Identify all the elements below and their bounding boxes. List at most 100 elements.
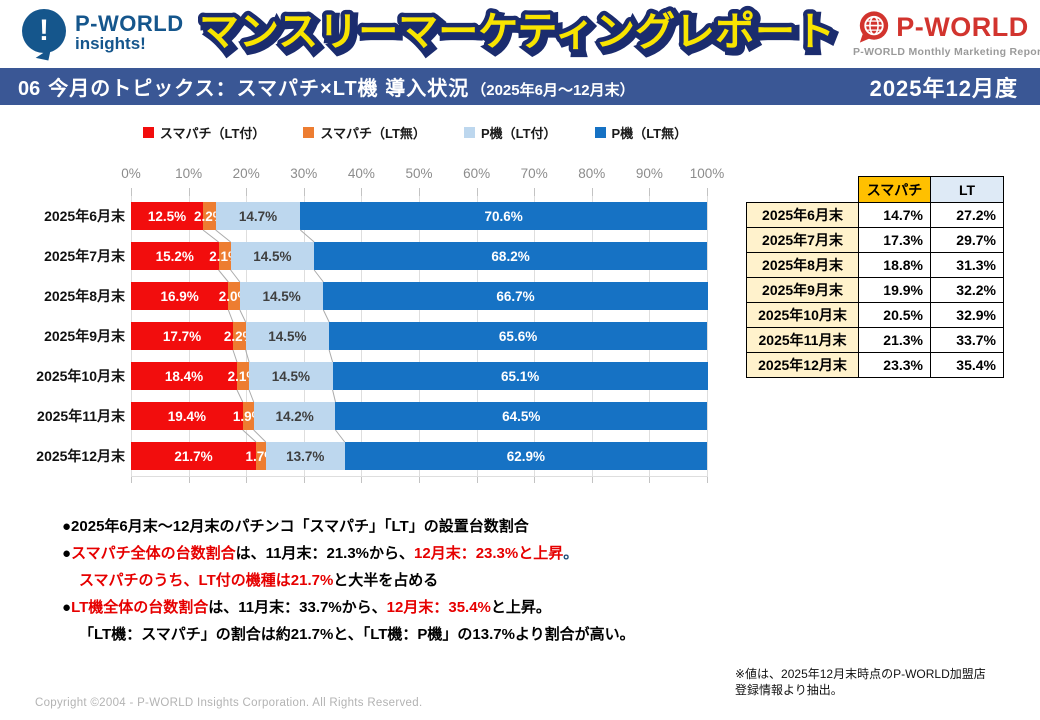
axis-tick-mark (361, 476, 363, 483)
table-sumapachi-cell: 20.5% (858, 302, 931, 328)
legend-label: スマパチ（LT付） (159, 125, 266, 141)
category-label: 2025年7月末 (44, 248, 125, 264)
note-segment: スマパチのうち、LT付の機種は21.7% (79, 572, 334, 589)
note-line: 「LT機：スマパチ」の割合は約21.7%と、「LT機：P機」の13.7%より割合… (62, 621, 635, 648)
bar-value-label: 16.9% (160, 288, 199, 304)
table-lt-cell: 31.3% (930, 252, 1004, 278)
exclamation-icon: ! (22, 9, 66, 53)
bar-segment (131, 282, 229, 310)
bar-segment (218, 242, 231, 270)
bar-segment (232, 322, 246, 350)
bar-segment (344, 442, 707, 470)
legend-swatch-icon (594, 126, 606, 138)
note-line: ●2025年6月末～12月末のパチンコ「スマパチ」「LT」の設置台数割合 (62, 513, 635, 540)
x-axis-tick-label: 60% (463, 166, 491, 181)
note-segment: スマパチ全体の台数割合 (71, 545, 236, 562)
table-date-cell: 2025年8月末 (746, 252, 859, 278)
axis-tick-mark (246, 188, 248, 196)
pworld-insights-logo: ! P-WORLD insights! (22, 9, 184, 61)
note-segment: 12月末：35.4% (386, 599, 491, 616)
bar-value-label: 15.2% (155, 248, 194, 264)
axis-tick-mark (649, 188, 651, 196)
table-row: 2025年6月末 14.7% 27.2% (746, 202, 1004, 228)
bar-value-label: 14.5% (253, 248, 292, 264)
axis-tick-mark (534, 188, 536, 196)
bar-value-label: 12.5% (147, 208, 187, 224)
x-axis-tick-label: 10% (175, 166, 203, 181)
axis-tick-mark (303, 476, 305, 483)
category-label: 2025年8月末 (44, 288, 125, 304)
axis-tick-mark (188, 188, 190, 196)
bar-segment (131, 442, 256, 470)
legend-swatch-icon (303, 126, 315, 138)
pworld-logo-subtitle: P-WORLD Monthly Marketing Report (853, 46, 1040, 58)
bar-segment (131, 362, 237, 390)
bar-value-label: 14.5% (271, 368, 310, 384)
bar-segment (228, 282, 240, 310)
exclamation-speech-bubble-icon: ! (22, 9, 68, 61)
table-date-cell: 2025年9月末 (746, 277, 859, 303)
bar-value-label: 70.6% (484, 208, 523, 224)
copyright-text: Copyright ©2004 - P-WORLD Insights Corpo… (35, 697, 423, 709)
category-label: 2025年9月末 (44, 328, 125, 344)
bar-segment (253, 402, 336, 430)
main-title-text: マンスリーマーケティングレポート (199, 10, 835, 54)
note-segment: と上昇。 (490, 599, 551, 616)
legend-item-3: P機（LT無） (594, 123, 687, 142)
note-segment: ● (62, 599, 72, 616)
insights-logo-line1: P-WORLD (75, 10, 184, 36)
category-label: 2025年6月末 (44, 208, 125, 224)
table-sumapachi-cell: 14.7% (858, 202, 931, 228)
footnote-line1: ※値は、2025年12月末時点のP-WORLD加盟店 (735, 667, 986, 681)
bar-value-label: 65.1% (500, 368, 540, 384)
bar-segment (131, 402, 243, 430)
gridline (707, 196, 708, 476)
bar-value-label: 68.2% (491, 248, 530, 264)
table-lt-cell: 27.2% (930, 202, 1004, 228)
axis-tick-mark (303, 188, 305, 196)
table-sumapachi-cell: 18.8% (858, 252, 931, 278)
legend-item-2: P機（LT付） (463, 123, 557, 142)
table-date-cell: 2025年10月末 (746, 302, 859, 328)
bar-value-label: 14.5% (268, 328, 307, 344)
bar-segment (249, 362, 333, 390)
axis-tick-mark (707, 476, 708, 483)
table-lt-cell: 32.9% (930, 302, 1004, 328)
table-row: 2025年10月末 20.5% 32.9% (746, 302, 1004, 328)
bar-value-label: 62.9% (506, 448, 545, 464)
category-label: 2025年12月末 (36, 448, 125, 464)
table-lt-cell: 33.7% (930, 327, 1004, 353)
table-header-sumapachi: スマパチ (858, 176, 931, 203)
bar-segment (300, 202, 707, 230)
main-title-shadow: マンスリーマーケティングレポート (202, 13, 838, 57)
axis-tick-mark (591, 188, 593, 196)
axis-tick-mark (707, 188, 708, 196)
bar-value-label: 13.7% (286, 448, 325, 464)
note-segment: 。 (563, 545, 579, 562)
insights-logo-line2: insights! (75, 33, 146, 53)
table-corner-blank (746, 176, 859, 203)
bar-segment (131, 242, 219, 270)
bar-segment (265, 442, 345, 470)
chart-legend: スマパチ（LT付） スマパチ（LT無） P機（LT付） P機（LT無） (100, 122, 730, 142)
bar-segment (329, 322, 707, 350)
note-segment: LT機全体の台数割合 (71, 599, 209, 616)
note-line: スマパチのうち、LT付の機種は21.7%と大半を占める (62, 567, 635, 594)
bar-segment (215, 202, 301, 230)
bar-value-label: 14.5% (262, 288, 301, 304)
table-sumapachi-cell: 23.3% (858, 352, 931, 378)
topic-number: 06 (18, 78, 41, 100)
bar-segment (203, 202, 216, 230)
x-axis-tick-label: 80% (578, 166, 606, 181)
axis-tick-mark (476, 188, 478, 196)
note-segment: ● (62, 545, 72, 562)
legend-label: P機（LT付） (480, 125, 557, 141)
axis-tick-mark (131, 476, 132, 483)
category-label: 2025年10月末 (36, 368, 125, 384)
axis-tick-mark (361, 188, 363, 196)
x-axis-tick-label: 90% (635, 166, 663, 181)
data-source-footnote: ※値は、2025年12月末時点のP-WORLD加盟店 登録情報より抽出。 (735, 666, 986, 698)
note-line: ●LT機全体の台数割合は、11月末：33.7%から、12月末：35.4%と上昇。 (62, 594, 635, 621)
note-segment: 「LT機：スマパチ」の割合は約21.7%と、「LT機：P機」の13.7%より割合… (79, 626, 635, 643)
table-lt-cell: 29.7% (930, 227, 1004, 253)
